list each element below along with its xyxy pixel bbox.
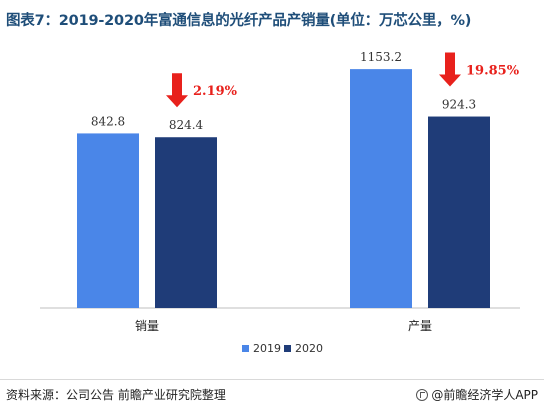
value-label-2020-0: 824.4 [169, 118, 204, 132]
down-arrow-icon-0 [166, 73, 188, 108]
value-label-2020-1: 924.3 [442, 98, 476, 112]
bar-2019-0 [77, 133, 139, 308]
brand-credit: @前瞻经济学人APP [416, 386, 538, 403]
value-label-2019-0: 842.8 [91, 114, 125, 128]
legend-label-2019: 2019 [253, 342, 281, 355]
chart-title: 图表7：2019-2020年富通信息的光纤产品产销量(单位：万芯公里，%) [6, 13, 472, 29]
value-label-2019-1: 1153.2 [360, 50, 402, 64]
brand-logo-icon [416, 388, 429, 401]
bar-2020-0 [155, 137, 217, 308]
bar-2020-1 [428, 116, 490, 308]
change-label-1: 19.85% [466, 64, 520, 79]
change-label-0: 2.19% [193, 84, 238, 99]
bar-chart: 842.8 824.4 销量 2.19% 1153.2 924.3 产量 19.85% 2019… [40, 50, 520, 355]
down-arrow-icon-1 [439, 52, 461, 87]
legend-swatch-2019 [242, 345, 249, 352]
source-note: 资料来源：公司公告 前瞻产业研究院整理 [6, 388, 226, 402]
bar-2019-1 [350, 69, 412, 308]
category-label-0: 销量 [135, 319, 159, 333]
footer-divider [0, 379, 544, 380]
legend-swatch-2020 [284, 345, 291, 352]
legend-label-2020: 2020 [295, 342, 323, 355]
category-label-1: 产量 [408, 319, 432, 333]
brand-credit-text: @前瞻经济学人APP [431, 388, 538, 402]
